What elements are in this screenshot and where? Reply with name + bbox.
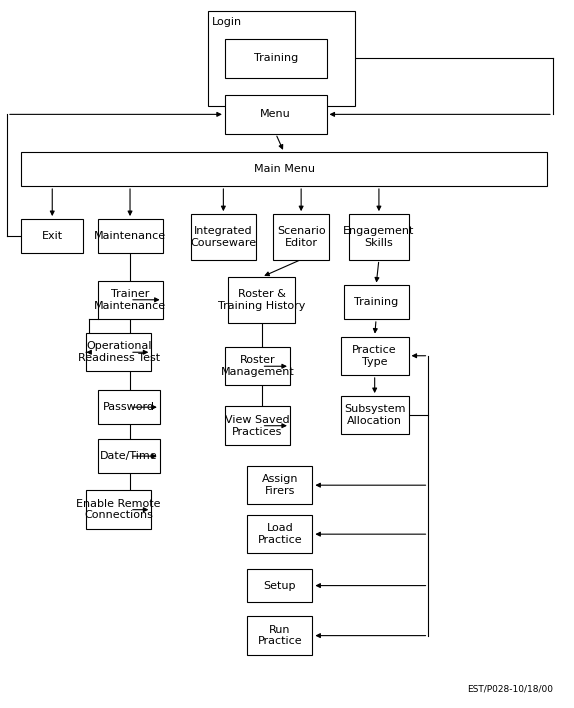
Text: Subsystem
Allocation: Subsystem Allocation [344,404,405,426]
Text: Engagement
Skills: Engagement Skills [343,226,414,248]
FancyBboxPatch shape [341,396,409,435]
Text: Exit: Exit [42,231,63,241]
Text: Setup: Setup [263,581,296,590]
Text: Maintenance: Maintenance [94,231,166,241]
Text: Roster &
Training History: Roster & Training History [218,289,305,311]
Text: Trainer
Maintenance: Trainer Maintenance [94,289,166,311]
FancyBboxPatch shape [225,347,290,385]
FancyBboxPatch shape [208,11,355,105]
Text: Password: Password [103,402,154,412]
Text: Enable Remote
Connections: Enable Remote Connections [76,499,161,520]
FancyBboxPatch shape [225,39,327,78]
FancyBboxPatch shape [98,440,160,473]
Text: Login: Login [212,17,242,27]
Text: Operational
Readiness Test: Operational Readiness Test [77,341,160,363]
Text: Training: Training [254,53,298,64]
Text: Roster
Management: Roster Management [220,355,294,377]
FancyBboxPatch shape [341,336,409,375]
FancyBboxPatch shape [349,214,409,260]
Text: Run
Practice: Run Practice [258,625,302,646]
Text: Integrated
Courseware: Integrated Courseware [191,226,257,248]
Text: Date/Time: Date/Time [100,451,157,461]
FancyBboxPatch shape [228,277,296,323]
Text: Menu: Menu [261,109,291,120]
Text: Main Menu: Main Menu [254,164,315,174]
FancyBboxPatch shape [21,219,83,253]
FancyBboxPatch shape [344,285,409,319]
FancyBboxPatch shape [98,219,162,253]
FancyBboxPatch shape [225,95,327,134]
Text: Scenario
Editor: Scenario Editor [277,226,325,248]
FancyBboxPatch shape [86,491,151,529]
FancyBboxPatch shape [247,515,312,554]
Text: Practice
Type: Practice Type [352,345,397,367]
Text: Load
Practice: Load Practice [258,523,302,545]
FancyBboxPatch shape [98,390,160,424]
Text: View Saved
Practices: View Saved Practices [225,415,290,437]
FancyBboxPatch shape [98,280,162,319]
FancyBboxPatch shape [21,152,547,186]
FancyBboxPatch shape [247,569,312,603]
FancyBboxPatch shape [191,214,256,260]
Text: Assign
Firers: Assign Firers [262,474,298,496]
Text: Training: Training [354,297,398,307]
FancyBboxPatch shape [247,617,312,655]
FancyBboxPatch shape [247,466,312,504]
FancyBboxPatch shape [273,214,329,260]
FancyBboxPatch shape [225,406,290,445]
Text: EST/P028-10/18/00: EST/P028-10/18/00 [467,685,553,693]
FancyBboxPatch shape [86,333,151,372]
